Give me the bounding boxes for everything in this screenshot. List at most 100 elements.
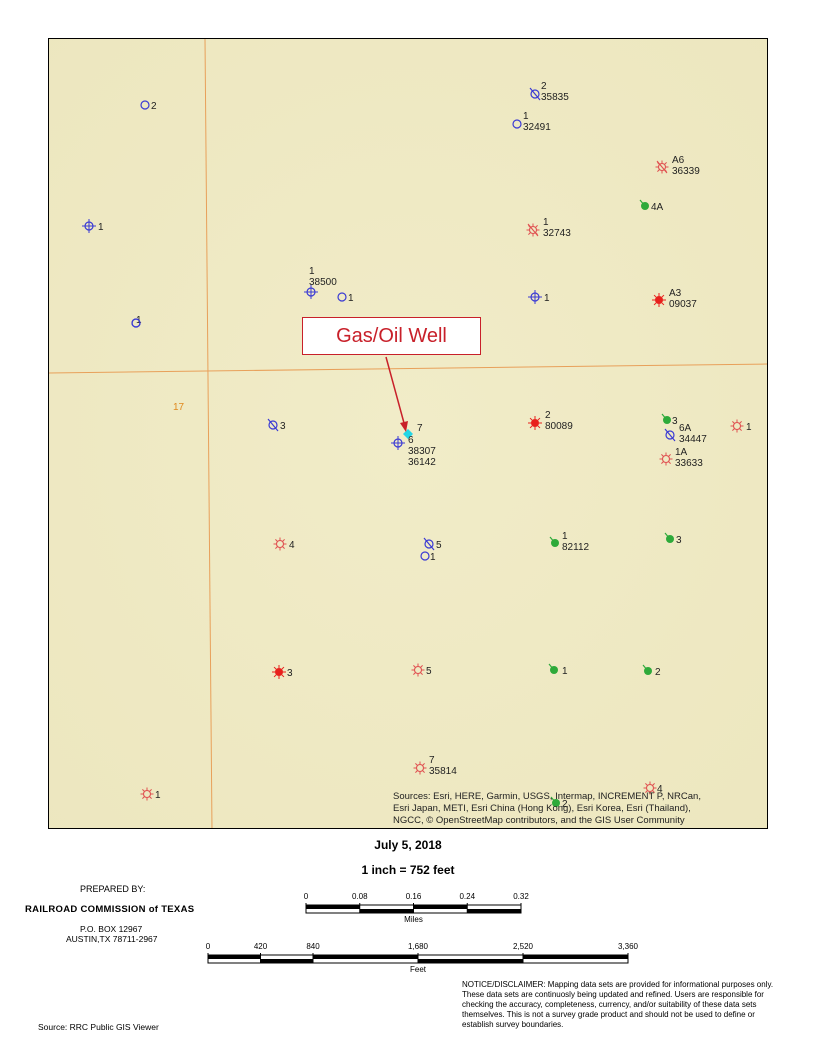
scalebar-miles: 0 0.08 0.16 0.24 0.32 Miles	[304, 892, 530, 924]
scalebars: 0 0.08 0.16 0.24 0.32 Miles 0 420 840 1,680 2,520…	[206, 892, 639, 974]
well-label: 1	[562, 666, 568, 677]
attribution-line-2: Esri Japan, METI, Esri China (Hong Kong)…	[393, 803, 691, 814]
callout-arrowhead	[400, 421, 408, 432]
well-symbol[interactable]: 3	[661, 413, 678, 427]
well-symbol[interactable]	[131, 318, 141, 328]
well-symbol[interactable]: 1	[337, 292, 354, 304]
well-label: 3	[676, 535, 682, 546]
well-label: 6A	[679, 423, 692, 434]
well-symbol[interactable]: 1	[730, 419, 753, 434]
well-symbol[interactable]: 3	[664, 532, 682, 546]
well-label: 2	[151, 101, 157, 112]
well-label: 2	[655, 667, 661, 678]
well-label: 1	[98, 222, 104, 233]
well-symbol[interactable]: 2	[140, 100, 157, 112]
map-date: July 5, 2018	[374, 838, 442, 852]
well-label: 1	[309, 266, 315, 277]
well-label: 35814	[429, 766, 457, 777]
well-symbol[interactable]: 4	[643, 781, 664, 796]
well-symbol[interactable]: 1	[140, 787, 162, 802]
attribution-line-1: Sources: Esri, HERE, Garmin, USGS, Inter…	[393, 791, 701, 802]
well-symbol[interactable]: 2	[642, 664, 661, 678]
scale-text: 1 inch = 752 feet	[361, 863, 455, 877]
well-label: 7	[417, 423, 423, 434]
well-symbol[interactable]: 2	[550, 796, 568, 810]
well-symbol[interactable]: 5	[423, 537, 442, 551]
well-symbol[interactable]: 1	[82, 219, 104, 233]
well-label: 82112	[562, 542, 590, 553]
scalebar-tick-label: 0	[206, 942, 211, 951]
well-symbol[interactable]: 1	[548, 663, 568, 677]
scalebar-segment	[260, 959, 313, 963]
well-label: 6	[408, 435, 414, 446]
well-label: A6	[672, 155, 685, 166]
callout-arrow	[385, 356, 405, 424]
well-label: 38500	[309, 277, 337, 288]
well-label: 33633	[675, 458, 703, 469]
scalebar-segment	[306, 905, 360, 909]
well-label: 1	[430, 552, 436, 563]
well-label: 5	[426, 666, 432, 677]
survey-line-horizontal	[49, 363, 767, 374]
well-symbol[interactable]: 3	[267, 418, 286, 432]
well-label: 3	[280, 421, 286, 432]
well-label: 3	[287, 668, 293, 679]
well-label: 1	[348, 293, 354, 304]
well-label: 36142	[408, 457, 436, 468]
well-label: 34447	[679, 434, 707, 445]
scalebar-tick-label: 3,360	[618, 942, 639, 951]
well-label: 35835	[541, 92, 569, 103]
well-label: 80089	[545, 421, 573, 432]
survey-line-vertical	[204, 39, 213, 828]
well-label: 1A	[675, 447, 688, 458]
well-symbol[interactable]: 5	[411, 663, 433, 678]
well-label: 36339	[672, 166, 700, 177]
well-symbol[interactable]: 4	[273, 537, 296, 552]
disclaimer-notice: NOTICE/DISCLAIMER: Mapping data sets are…	[462, 980, 774, 1029]
address-line-2: AUSTIN,TX 78711-2967	[66, 934, 158, 944]
well-label: 7	[429, 755, 435, 766]
scalebar-tick-label: 0	[304, 892, 309, 901]
scalebar-feet: 0 420 840 1,680 2,520 3,360 Feet	[206, 942, 639, 974]
well-symbol[interactable]: 1	[420, 551, 436, 563]
well-label: 1	[746, 422, 752, 433]
well-label: 2	[541, 81, 547, 92]
well-label: 4A	[651, 202, 664, 213]
scalebar-segment	[467, 909, 521, 913]
scalebar-segment	[313, 955, 418, 959]
scalebar-segment	[418, 959, 523, 963]
agency-name: RAILROAD COMMISSION of TEXAS	[25, 904, 195, 915]
scalebar-tick-label: 2,520	[513, 942, 534, 951]
well-symbol[interactable]: 7	[403, 423, 423, 439]
well-symbol[interactable]: 4A	[639, 199, 664, 213]
well-label: 4	[657, 784, 663, 795]
well-label: 3	[672, 416, 678, 427]
well-symbol[interactable]: 1	[528, 290, 550, 304]
map-frame[interactable]: 17 2 2 35835 1 32491 A6 36339 4A 1 1 32743 1 38500 1 1…	[48, 38, 768, 829]
well-label: 1	[562, 531, 568, 542]
well-label: 2	[545, 410, 551, 421]
scalebar-unit: Feet	[410, 965, 427, 974]
well-label: 09037	[669, 299, 697, 310]
well-label: 5	[436, 540, 442, 551]
well-label: 1	[523, 111, 529, 122]
well-symbol[interactable]: 3	[272, 665, 293, 679]
gas-oil-well-callout: Gas/Oil Well	[302, 317, 481, 355]
well-label: 2	[562, 799, 568, 810]
well-label: 32491	[523, 122, 551, 133]
scalebar-tick-label: 420	[254, 942, 268, 951]
